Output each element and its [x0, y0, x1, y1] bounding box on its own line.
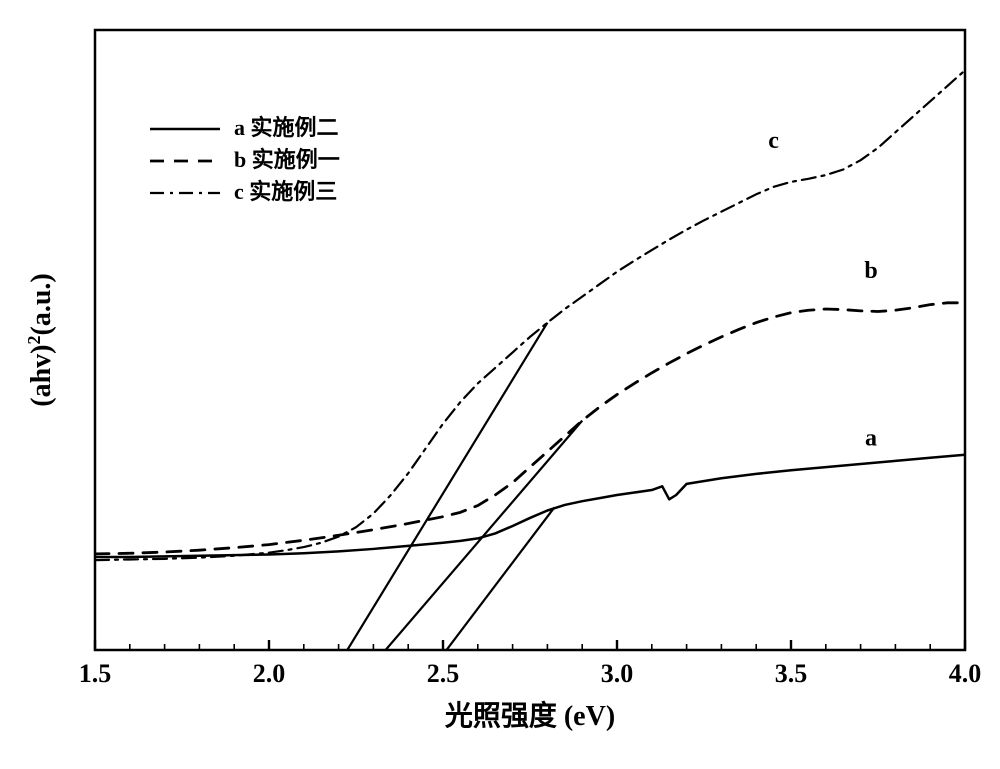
series-label-b: b [864, 258, 877, 284]
x-tick-label: 3.0 [601, 659, 634, 688]
x-tick-label: 2.5 [427, 659, 460, 688]
series-label-c: c [768, 128, 779, 154]
tauc-plot: 1.52.02.53.03.54.0光照强度 (eV)(ahv)2(a.u.)a… [0, 0, 1000, 769]
chart-bg [0, 0, 1000, 769]
x-tick-label: 4.0 [949, 659, 982, 688]
chart-container: 1.52.02.53.03.54.0光照强度 (eV)(ahv)2(a.u.)a… [0, 0, 1000, 769]
x-tick-label: 2.0 [253, 659, 286, 688]
legend-label-b: b 实施例一 [234, 147, 340, 172]
x-axis-title: 光照强度 (eV) [444, 700, 615, 732]
legend-label-a: a 实施例二 [234, 115, 339, 140]
x-tick-label: 3.5 [775, 659, 808, 688]
legend-label-c: c 实施例三 [234, 179, 337, 204]
x-tick-label: 1.5 [79, 659, 112, 688]
series-label-a: a [865, 425, 877, 451]
